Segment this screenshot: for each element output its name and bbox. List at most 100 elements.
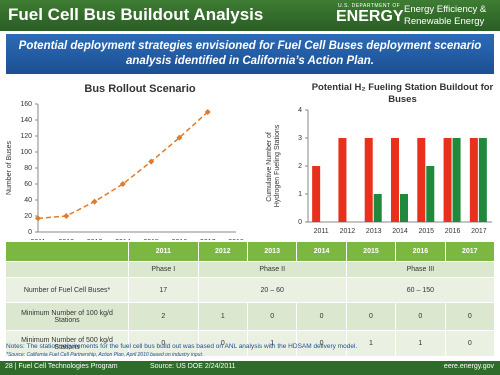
footer-bar	[0, 361, 500, 375]
x-tick-label: 2013	[87, 239, 103, 240]
y-tick-label: 120	[20, 133, 32, 140]
cell: 0	[297, 331, 346, 356]
footer-source: Source: US DOE 2/24/2011	[150, 363, 236, 370]
row-label: Number of Fuel Cell Buses*	[6, 278, 128, 302]
cell: 1	[198, 303, 247, 330]
table-row: Minimum Number of 100 kg/d Stations 2 1 …	[6, 303, 494, 330]
chart-title: Potential H₂ Fueling Station Buildout fo…	[311, 82, 494, 105]
bar	[478, 138, 487, 222]
banner: Potential deployment strategies envision…	[6, 34, 494, 74]
x-tick-label: 2013	[366, 228, 382, 235]
x-tick-label: 2014	[392, 228, 408, 235]
y-tick-label: 0	[298, 219, 302, 226]
x-tick-label: 2016	[445, 228, 461, 235]
empty-cell	[6, 262, 128, 277]
column-header: 2011	[129, 242, 198, 261]
x-tick-label: 2017	[200, 239, 216, 240]
y-tick-label: 40	[24, 197, 32, 204]
bar	[452, 138, 461, 222]
y-tick-label: 80	[24, 165, 32, 172]
chart-title: Bus Rollout Scenario	[84, 83, 196, 95]
bar-chart: Cumulative Number of Hydrogen Fueling St…	[266, 107, 492, 235]
bar	[364, 138, 373, 222]
x-tick-label: 2011	[314, 228, 329, 235]
column-header: 2013	[247, 242, 297, 261]
phase-cell: Phase I	[129, 262, 198, 277]
data-table: 2011 2012 2013 2014 2015 2016 2017 Phase…	[5, 241, 495, 357]
logo-text: Energy Efficiency &	[404, 4, 487, 15]
y-tick-label: 2	[298, 163, 302, 170]
data-point	[176, 134, 183, 141]
data-point	[204, 109, 211, 115]
logo-text: ENERGY	[336, 8, 404, 25]
bar	[400, 194, 408, 222]
bar	[443, 138, 452, 222]
table-row: Number of Fuel Cell Buses* 17 20 – 60 60…	[6, 278, 494, 302]
y-tick-label: 1	[298, 191, 302, 198]
table-row: Minimum Number of 500 kg/d Stations 0 0 …	[6, 331, 494, 356]
row-label: Minimum Number of 500 kg/d Stations	[6, 331, 128, 356]
cell: 0	[247, 303, 297, 330]
x-tick-label: 2014	[115, 239, 131, 240]
x-tick-label: 2011	[30, 239, 45, 240]
cell: 0	[198, 331, 247, 356]
cell: 0	[346, 303, 396, 330]
line-chart: Bus Rollout Scenario Number of Buses 0 20 40…	[6, 83, 244, 240]
bar	[391, 138, 399, 222]
logo-text: U.S. DEPARTMENT OF	[338, 3, 401, 9]
y-tick-label: 4	[298, 107, 302, 114]
column-header: 2017	[445, 242, 494, 261]
bar	[426, 166, 435, 222]
y-tick-label: 60	[24, 181, 32, 188]
cell: 20 – 60	[198, 278, 346, 302]
x-tick-label: 2016	[172, 239, 188, 240]
y-tick-label: 100	[20, 149, 32, 156]
column-header: 2016	[396, 242, 445, 261]
data-line	[37, 111, 209, 220]
footer-text: 28 | Fuel Cell Technologies Program	[5, 363, 118, 370]
footer-url: eere.energy.gov	[443, 363, 494, 370]
y-tick-label: 0	[28, 229, 32, 236]
cell: 1	[396, 331, 445, 356]
column-header: 2015	[346, 242, 396, 261]
cell: 1	[247, 331, 297, 356]
cell: 0	[129, 331, 198, 356]
slide-title: Fuel Cell Bus Buildout Analysis	[8, 5, 264, 24]
data-point	[148, 158, 155, 165]
data-point	[91, 198, 98, 205]
cell: 2	[129, 303, 198, 330]
phase-cell: Phase III	[346, 262, 494, 277]
header-bar	[0, 0, 500, 31]
bar	[338, 138, 347, 222]
x-tick-label: 2012	[58, 239, 74, 240]
table-header: 2011 2012 2013 2014 2015 2016 2017	[6, 242, 494, 261]
row-label: Minimum Number of 100 kg/d Stations	[6, 303, 128, 330]
column-header: 2014	[297, 242, 346, 261]
cell: 0	[297, 303, 346, 330]
x-tick-label: 2017	[471, 228, 487, 235]
data-point	[119, 181, 126, 187]
cell: 1	[346, 331, 396, 356]
notes: Notes: The station requirements for the …	[6, 343, 358, 350]
cell: 0	[396, 303, 445, 330]
data-point	[35, 215, 41, 222]
x-tick-label: 2018	[228, 239, 244, 240]
bar	[417, 138, 426, 222]
y-tick-label: 140	[20, 117, 32, 124]
corner-cell	[6, 242, 128, 261]
y-axis-label: Cumulative Number of Hydrogen Fueling St…	[266, 124, 281, 207]
cell: 60 – 150	[346, 278, 494, 302]
cell: 0	[445, 331, 494, 356]
cell: 17	[129, 278, 198, 302]
logo-text: Renewable Energy	[404, 16, 485, 27]
phase-cell: Phase II	[198, 262, 346, 277]
x-tick-label: 2015	[143, 239, 159, 240]
cell: 0	[445, 303, 494, 330]
x-tick-label: 2012	[340, 228, 356, 235]
table-row: Phase I Phase II Phase III	[6, 262, 494, 277]
notes-source: *Source: California Fuel Cell Partnershi…	[6, 352, 204, 358]
column-header: 2012	[198, 242, 247, 261]
y-tick-label: 160	[20, 101, 32, 108]
banner-text: Potential deployment strategies envision…	[18, 40, 482, 67]
